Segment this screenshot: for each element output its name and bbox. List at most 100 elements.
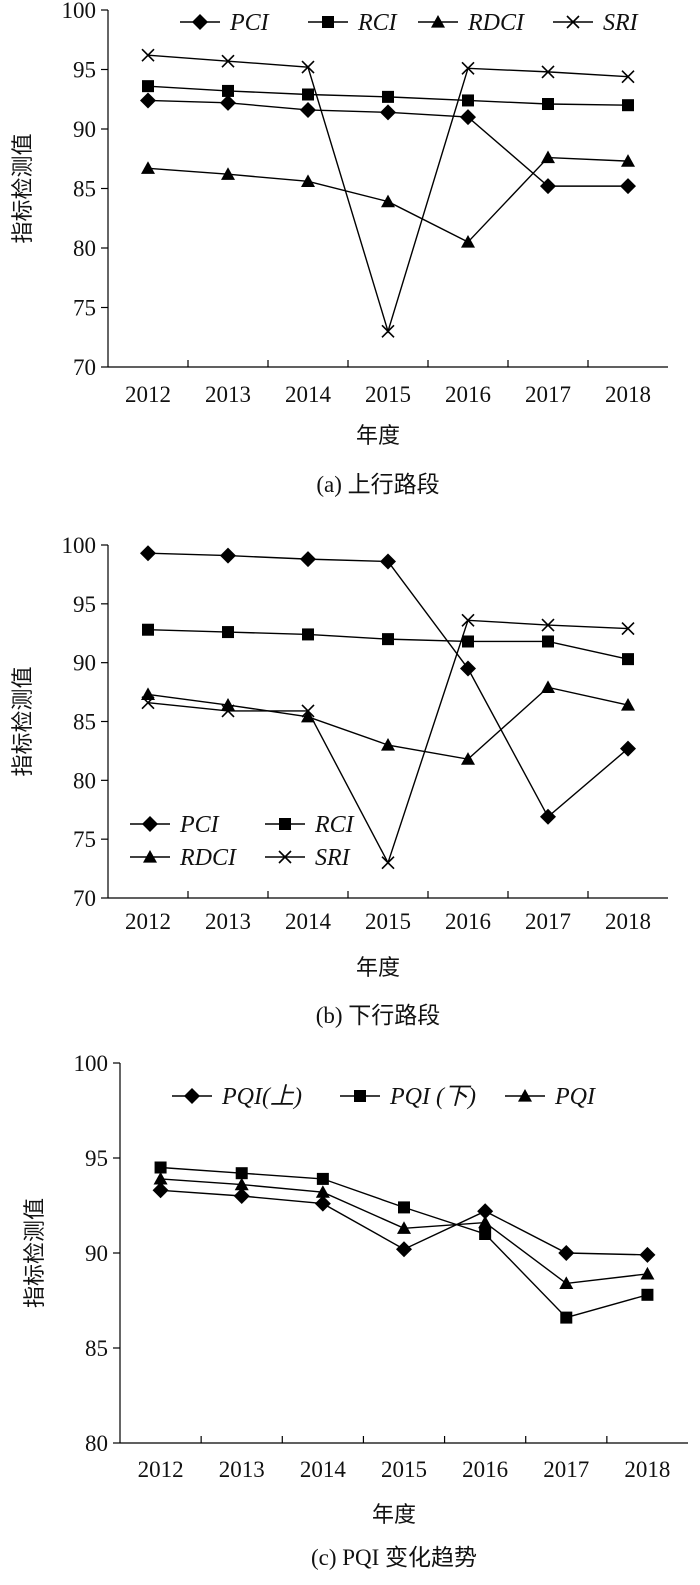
series-SRI — [141, 613, 635, 870]
legend-label: SRI — [315, 845, 351, 871]
legend-label: SRI — [603, 10, 639, 36]
legend-label: PQI (下) — [389, 1084, 476, 1110]
data-point — [541, 65, 555, 79]
data-point — [621, 70, 635, 84]
x-tick-label: 2016 — [462, 1457, 508, 1482]
legend-marker — [184, 1088, 200, 1104]
x-axis-label: 年度 — [372, 1503, 416, 1528]
x-tick-label: 2016 — [445, 382, 491, 407]
x-tick-label: 2017 — [525, 909, 571, 934]
data-point — [381, 324, 395, 338]
data-point — [380, 104, 396, 121]
data-point — [460, 660, 476, 677]
series-RCI — [142, 623, 634, 666]
data-point — [234, 1177, 249, 1191]
data-point — [541, 680, 555, 693]
data-point — [461, 235, 475, 248]
data-point — [142, 80, 154, 93]
y-tick-label: 75 — [73, 827, 96, 852]
x-tick-label: 2015 — [365, 382, 411, 407]
y-tick-label: 90 — [85, 1241, 108, 1266]
x-tick-label: 2018 — [605, 382, 651, 407]
y-tick-label: 100 — [62, 533, 97, 558]
data-point — [560, 1311, 573, 1324]
data-point — [477, 1203, 494, 1220]
data-point — [558, 1245, 575, 1261]
chart-panel-3: 80 85 90 95 100 2012 2013 2014 2015 2016 2017 2018 年… — [23, 1051, 688, 1570]
data-point — [301, 60, 315, 74]
legend: PQI(上) PQI (下) PQI — [172, 1084, 596, 1110]
data-point — [141, 696, 155, 710]
data-point — [221, 704, 235, 718]
data-point — [381, 194, 395, 208]
data-point — [621, 154, 635, 167]
data-point — [153, 1171, 168, 1185]
data-point — [622, 653, 634, 666]
data-point — [301, 704, 315, 718]
y-tick-label: 85 — [73, 710, 96, 735]
data-point — [542, 635, 554, 648]
data-point — [621, 621, 635, 636]
data-point — [462, 94, 474, 107]
x-tick-label: 2014 — [285, 909, 332, 934]
data-point — [382, 633, 394, 646]
data-point — [140, 92, 156, 109]
series-PQI — [153, 1171, 655, 1289]
data-point — [222, 626, 234, 639]
figure-caption: (c) PQI 变化趋势 — [311, 1545, 477, 1570]
data-point — [396, 1241, 412, 1258]
data-point — [478, 1215, 493, 1229]
y-axis-label: 指标检测值 — [23, 1198, 48, 1308]
y-tick-label: 80 — [73, 768, 96, 793]
y-tick-label: 70 — [73, 355, 96, 380]
data-point — [301, 709, 315, 723]
legend: PCI RCI RDCI SRI — [130, 812, 355, 871]
legend-marker — [279, 818, 291, 830]
x-tick-label: 2012 — [125, 382, 171, 407]
y-tick-label: 100 — [74, 1051, 109, 1076]
series-line — [147, 552, 629, 818]
y-tick-label: 95 — [85, 1146, 108, 1171]
legend-label: PCI — [229, 10, 270, 36]
y-axis-label: 指标检测值 — [11, 133, 36, 243]
figure-caption: (b) 下行路段 — [316, 1003, 441, 1028]
data-point — [461, 61, 475, 75]
data-point — [382, 90, 394, 103]
data-point — [220, 547, 236, 564]
data-point — [300, 551, 316, 568]
legend-label: RCI — [357, 10, 398, 36]
legend-marker — [143, 850, 157, 863]
legend-label: RDCI — [179, 845, 237, 871]
legend-label: PCI — [179, 812, 220, 838]
y-tick-label: 80 — [73, 236, 96, 261]
data-point — [640, 1266, 655, 1280]
y-axis-label: 指标检测值 — [11, 666, 36, 776]
legend-marker — [431, 15, 445, 28]
y-tick-label: 95 — [73, 58, 96, 83]
data-point — [641, 1288, 654, 1301]
series-RDCI — [141, 150, 635, 248]
data-point — [152, 1182, 169, 1199]
x-tick-label: 2014 — [300, 1457, 347, 1482]
y-tick-label: 85 — [73, 177, 96, 202]
x-tick-label: 2013 — [219, 1457, 265, 1482]
data-point — [541, 618, 555, 632]
x-tick-label: 2013 — [205, 909, 251, 934]
data-point — [460, 109, 476, 126]
data-point — [620, 178, 636, 195]
data-point — [461, 613, 475, 627]
data-point — [621, 698, 635, 711]
chart-panel-2: 70 75 80 85 90 95 100 2012 2013 2014 2015 2016 2017 2… — [11, 533, 668, 1028]
x-tick-label: 2012 — [138, 1457, 184, 1482]
data-point — [221, 167, 235, 180]
data-point — [302, 88, 314, 101]
data-point — [154, 1161, 167, 1174]
data-point — [381, 856, 395, 870]
y-tick-label: 100 — [62, 0, 97, 23]
data-point — [300, 101, 316, 118]
data-point — [559, 1276, 574, 1289]
x-tick-label: 2012 — [125, 909, 171, 934]
x-tick-label: 2017 — [525, 382, 571, 407]
y-tick-label: 85 — [85, 1336, 108, 1361]
